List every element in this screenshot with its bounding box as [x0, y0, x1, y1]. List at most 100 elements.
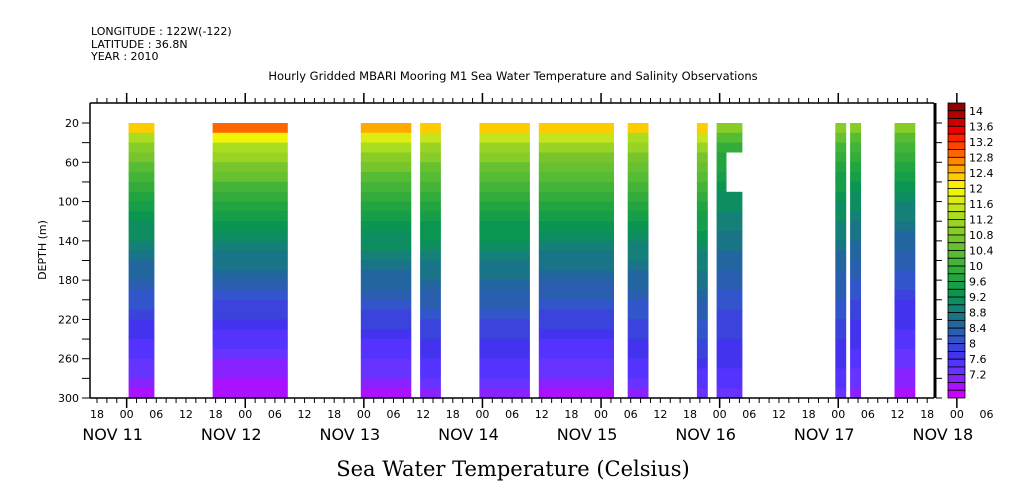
heat-cell [128, 368, 155, 379]
heat-cell [420, 240, 441, 252]
heat-cell [894, 319, 916, 330]
heat-cell [627, 329, 649, 340]
colorbar-swatch [947, 133, 966, 143]
heat-cell [420, 319, 441, 330]
heat-cell [894, 132, 916, 144]
heat-cell [360, 240, 412, 252]
heat-cell [538, 309, 614, 320]
heat-cell [894, 309, 916, 320]
heat-cell [212, 280, 288, 291]
colorbar-swatch [947, 343, 966, 352]
heat-cell [894, 201, 916, 212]
heat-cell [835, 378, 847, 389]
heat-cell [212, 329, 288, 340]
heat-cell [360, 299, 412, 311]
heat-cell [850, 260, 861, 271]
heat-cell [894, 123, 916, 134]
heat-cell [479, 388, 530, 399]
colorbar-label: 13.6 [969, 120, 994, 133]
heat-cell [716, 280, 743, 291]
heat-cell [212, 290, 288, 301]
heat-cell [716, 388, 743, 399]
colorbar-label: 10.8 [969, 229, 994, 242]
heat-cell [627, 290, 649, 301]
colorbar-swatch [947, 180, 966, 189]
heat-cell [696, 358, 708, 370]
heat-cell [128, 299, 155, 311]
heat-cell [894, 299, 916, 311]
colorbar-swatch [947, 312, 966, 321]
heat-cell [420, 309, 441, 320]
longitude-label: LONGITUDE : 122W(-122) [91, 25, 232, 38]
heat-cell [479, 172, 530, 183]
heat-cell [627, 388, 649, 399]
heat-cell [479, 339, 530, 350]
heat-cell [420, 132, 441, 144]
x-tick-label: 00 [950, 408, 964, 421]
heat-cell [360, 191, 412, 203]
data-segment [627, 123, 649, 399]
x-day-label: NOV 12 [201, 425, 262, 444]
heat-cell [716, 368, 743, 379]
heat-cell [716, 329, 743, 340]
heat-cell [627, 270, 649, 281]
heat-cell [538, 211, 614, 222]
heat-cell [538, 319, 614, 330]
heat-cell [716, 240, 743, 252]
x-tick-label: 00 [238, 408, 252, 421]
heat-cell [420, 260, 441, 271]
heat-cell [360, 221, 412, 232]
heat-cell [850, 388, 861, 399]
heat-cell [850, 299, 861, 311]
missing-data [726, 152, 744, 192]
heat-cell [360, 250, 412, 262]
heat-cell [212, 123, 288, 134]
x-tick-label: 18 [209, 408, 223, 421]
heat-cell [894, 368, 916, 379]
heat-cell [835, 181, 847, 193]
heat-cell [850, 280, 861, 291]
heat-cell [627, 280, 649, 291]
heat-cell [850, 240, 861, 252]
heat-cell [360, 142, 412, 153]
heat-cell [538, 358, 614, 370]
heat-cell [696, 299, 708, 311]
colorbar-label: 13.2 [969, 136, 994, 149]
colorbar-swatch [947, 288, 966, 298]
x-day-label: NOV 14 [438, 425, 499, 444]
heat-cell [479, 348, 530, 360]
heat-cell [894, 348, 916, 360]
heat-cell [835, 339, 847, 350]
heat-cell [479, 201, 530, 212]
colorbar-label: 8 [969, 338, 976, 351]
heat-cell [716, 250, 743, 262]
heat-cell [420, 368, 441, 379]
heat-cell [894, 339, 916, 350]
heat-cell [128, 319, 155, 330]
colorbar-swatch [947, 351, 966, 360]
heat-cell [538, 191, 614, 203]
heat-cell [360, 309, 412, 320]
heat-cell [212, 172, 288, 183]
latitude-label: LATITUDE : 36.8N [91, 38, 188, 51]
colorbar-label: 11.2 [969, 213, 994, 226]
heat-cell [538, 123, 614, 134]
data-segment [360, 123, 412, 399]
colorbar-label: 7.2 [969, 369, 987, 382]
colorbar-swatch [947, 141, 966, 150]
heat-cell [479, 329, 530, 340]
heat-cell [716, 191, 743, 203]
heat-cell [479, 299, 530, 311]
colorbar-label: 12 [969, 182, 983, 195]
heat-cell [835, 388, 847, 399]
heat-cell [850, 319, 861, 330]
heat-cell [696, 191, 708, 203]
heat-cell [420, 162, 441, 173]
heat-cell [696, 132, 708, 144]
heat-cell [212, 201, 288, 212]
heat-cell [420, 290, 441, 301]
x-day-label: NOV 11 [82, 425, 143, 444]
heat-cell [894, 290, 916, 301]
x-tick-label: 06 [980, 408, 994, 421]
